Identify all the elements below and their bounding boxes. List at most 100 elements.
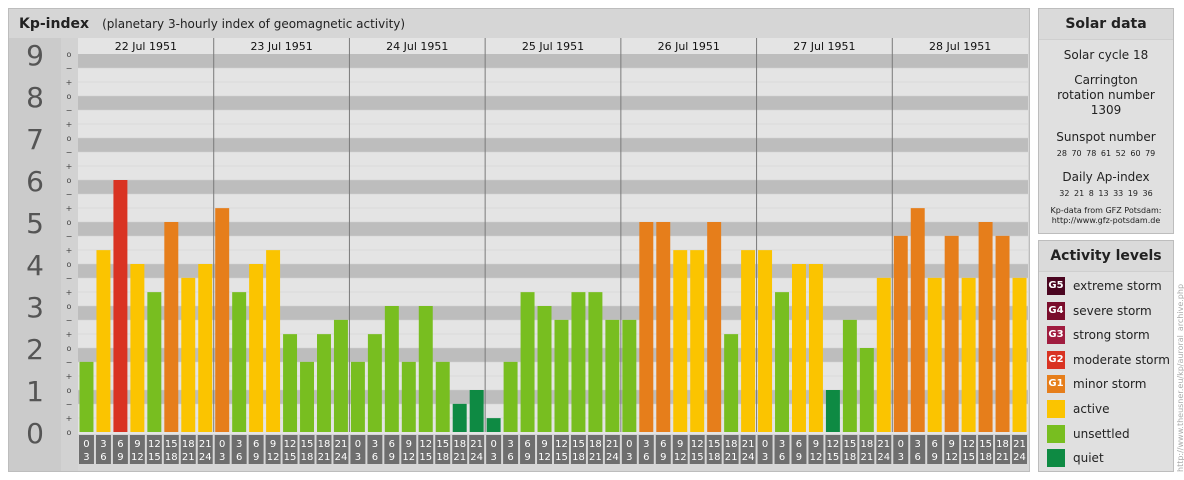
kp-bar — [401, 361, 416, 432]
interval-end: 21 — [860, 452, 873, 463]
interval-start: 12 — [148, 439, 161, 450]
activity-level-unsettled: unsettled — [1047, 424, 1171, 445]
interval-box — [265, 435, 281, 464]
kp-bar — [317, 334, 331, 432]
interval-end: 18 — [436, 452, 449, 463]
kp-bar — [673, 250, 688, 432]
sub-tick-label: o — [67, 344, 72, 353]
interval-end: 6 — [507, 452, 513, 463]
kp-bar — [503, 361, 518, 432]
interval-start: 9 — [541, 439, 547, 450]
y-axis-column — [9, 38, 61, 471]
y-tick-label: 5 — [26, 207, 44, 240]
interval-box — [604, 435, 620, 464]
sub-tick-label: + — [66, 204, 73, 213]
kp-bar — [418, 306, 433, 432]
interval-start: 12 — [962, 439, 975, 450]
kp-bar — [283, 334, 298, 432]
interval-start: 18 — [589, 439, 602, 450]
kp-bar — [910, 208, 925, 432]
interval-box — [723, 435, 739, 464]
y-tick-label: 6 — [26, 165, 44, 198]
level-label: active — [1073, 402, 1110, 416]
interval-box — [689, 435, 705, 464]
level-swatch — [1047, 424, 1065, 443]
interval-box — [299, 435, 315, 464]
kp-bar — [690, 250, 705, 432]
interval-box — [791, 435, 807, 464]
interval-start: 0 — [898, 439, 904, 450]
interval-box — [197, 435, 213, 464]
level-swatch: G5 — [1047, 277, 1065, 295]
level-label: unsettled — [1073, 426, 1130, 441]
kp-bar — [520, 292, 535, 432]
level-label: quiet — [1073, 451, 1104, 466]
source-text: Kp-data from GFZ Potsdam: — [1050, 206, 1162, 215]
solar-panel-title: Solar data — [1039, 9, 1173, 40]
date-band — [78, 38, 1028, 54]
interval-end: 3 — [219, 452, 225, 463]
interval-start: 6 — [253, 439, 259, 450]
interval-box — [435, 435, 451, 464]
interval-start: 6 — [389, 439, 395, 450]
band-strip — [78, 264, 1028, 278]
interval-box — [384, 435, 400, 464]
interval-box — [638, 435, 654, 464]
kp-bar — [639, 222, 654, 432]
interval-end: 18 — [572, 452, 585, 463]
kp-bar — [741, 250, 756, 432]
sub-tick-label: − — [66, 190, 73, 199]
source-url[interactable]: http://www.gfz-potsdam.de — [1051, 216, 1161, 225]
kp-bar — [944, 235, 959, 432]
interval-box — [570, 435, 586, 464]
interval-end: 6 — [372, 452, 378, 463]
y-tick-label: 2 — [26, 333, 44, 366]
kp-bar — [266, 250, 281, 432]
kp-bar — [215, 208, 230, 432]
y-tick-label: 8 — [26, 81, 44, 114]
interval-end: 12 — [402, 452, 415, 463]
date-label: 26 Jul 1951 — [658, 40, 720, 53]
interval-box — [418, 435, 434, 464]
kp-bar — [537, 306, 552, 432]
interval-start: 0 — [762, 439, 768, 450]
sub-tick-label: o — [67, 260, 72, 269]
interval-end: 9 — [389, 452, 395, 463]
interval-end: 6 — [643, 452, 649, 463]
kp-bar — [96, 250, 111, 432]
interval-end: 9 — [660, 452, 666, 463]
interval-box — [554, 435, 569, 464]
date-label: 23 Jul 1951 — [250, 40, 312, 53]
interval-start: 0 — [219, 439, 225, 450]
interval-box — [367, 435, 383, 464]
kp-bar — [775, 292, 789, 432]
interval-start: 21 — [742, 439, 755, 450]
interval-start: 15 — [572, 439, 585, 450]
activity-level-extreme-storm: G5 extreme storm — [1047, 277, 1171, 297]
interval-start: 6 — [660, 439, 666, 450]
interval-box — [95, 435, 111, 464]
band-strip — [78, 348, 1028, 362]
interval-end: 24 — [1013, 452, 1026, 463]
kp-bar — [808, 264, 823, 432]
interval-box — [248, 435, 264, 464]
date-label: 28 Jul 1951 — [929, 40, 991, 53]
activity-level-quiet: quiet — [1047, 449, 1171, 469]
chart-subtitle: (planetary 3-hourly index of geomagnetic… — [102, 17, 406, 31]
interval-start: 6 — [796, 439, 802, 450]
kp-bar — [367, 334, 382, 432]
kp-bar — [232, 292, 247, 432]
level-swatch — [1047, 400, 1065, 418]
credit-text[interactable]: http://www.theusner.eu/kp/auroral_archiv… — [1176, 283, 1184, 472]
level-swatch: G4 — [1047, 301, 1065, 320]
band-strip — [78, 54, 1028, 68]
level-swatch — [1047, 449, 1065, 468]
kp-bar — [588, 292, 603, 432]
kp-bar — [79, 361, 94, 432]
band-strip — [78, 222, 1028, 236]
interval-end: 21 — [589, 452, 602, 463]
interval-start: 12 — [284, 439, 297, 450]
interval-start: 6 — [932, 439, 938, 450]
kp-bar — [1012, 277, 1027, 432]
band-strip — [78, 390, 1028, 404]
